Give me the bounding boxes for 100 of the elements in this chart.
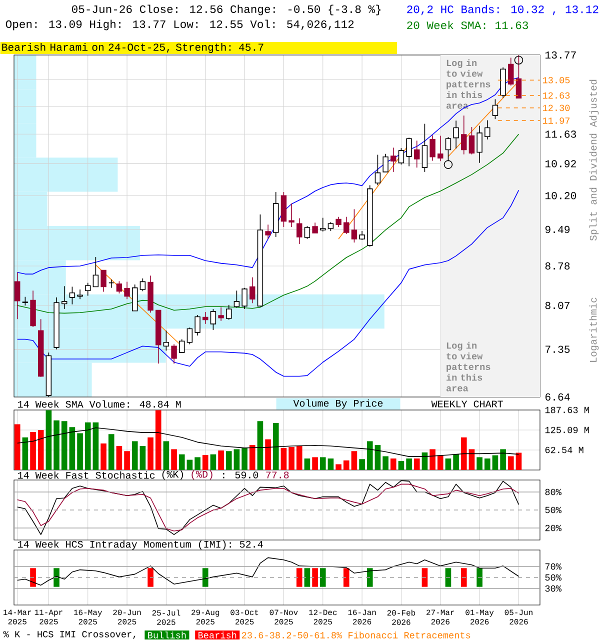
y-tick-label: 8.78 [545,262,570,270]
candlestick [116,280,122,294]
x-tick-label: 11-Apr 2025 [34,610,62,624]
bar [398,461,404,470]
y-tick-label: 11.63 [545,130,576,138]
candlestick [218,306,224,322]
bar [288,446,294,470]
candlestick [438,135,444,162]
bar [54,420,60,470]
x-tick-label: 29-Aug 2025 [192,610,220,624]
bar [226,451,232,470]
bar [484,458,490,470]
candlestick [288,203,294,228]
candlestick [226,304,232,320]
bar [249,445,256,470]
line-series [16,427,520,457]
bar [124,451,130,470]
candlestick [202,312,208,324]
x-tick-label: 05-Jun 2026 [504,610,532,624]
bar [210,454,216,470]
x-tick-label: 16-May 2025 [74,610,102,624]
bar [430,449,436,470]
chart-subtitle: Open: 13.09 High: 13.77 Low: 12.55 Vol: 54,026,112 [6,20,354,30]
y-tick-label: 10.20 [545,192,576,200]
text: 77.8 [266,472,289,478]
candlestick [171,344,177,364]
bar [382,456,388,470]
chart-title: 14 Week HCS Intraday Momentum (IMI): 52.4 [18,540,263,550]
text: WEEKLY CHART [431,400,503,408]
candlestick [234,290,240,308]
candlestick [179,338,185,353]
bar [508,456,514,470]
y-tick-label: 7.35 [546,346,570,353]
y-tick-label: 187.63 M [545,406,589,414]
candlestick [14,272,20,320]
annotation: Log in to view patterns in this area [446,342,490,392]
bar [304,458,310,470]
bar [186,460,193,470]
bar [453,454,459,470]
x-tick-label: 03-Oct 2025 [230,610,258,624]
candlestick [100,270,106,292]
candlestick [186,327,193,345]
text: 23.6-38.2-50-61.8% Fibonacci Retracements [242,632,470,638]
x-tick-label: 20-Feb 2026 [387,610,416,625]
bar [155,410,162,470]
x-tick-label: 25-Jul 2025 [152,610,180,625]
y-tick-label: 8.07 [545,302,570,310]
candlestick [374,154,381,186]
bar [22,437,28,470]
y-tick-label: 125.09 M [545,426,589,434]
bar [84,422,91,470]
bar [242,448,248,470]
bar [500,449,506,470]
x-tick-label: 07-Nov 2025 [270,610,298,624]
chart-title: 14 Week Fast Stochastic [18,471,155,479]
bar [437,455,444,470]
bar [163,441,170,470]
text: 20,2 HC Bands: 10.32 , 13.12 [407,4,598,16]
bar [374,445,381,470]
bar [234,449,240,470]
text: Bullish [148,632,186,638]
bar [116,446,122,470]
bar [61,421,68,470]
y-tick-label: 70% [545,563,562,570]
y-axis-title: Split and Dividend Adjusted [589,80,599,241]
candlestick [132,284,138,312]
candlestick [265,224,271,240]
bar [272,422,279,470]
x-tick-label: 12-Dec 2025 [309,610,337,624]
band-label: Log in to view patterns in this area [446,59,490,109]
candlestick [124,281,130,300]
ref-line-label: 13.05 [542,76,570,84]
bar [38,430,44,470]
y-tick-label: 80% [545,488,562,496]
bar [312,457,318,470]
bar [320,457,326,470]
y-tick-label: 50% [545,574,562,581]
text: % K - HCS IMI Crossover, [3,631,136,639]
candlestick [414,140,420,168]
candlestick [92,256,99,288]
bar [194,457,200,470]
candlestick [468,126,475,155]
ref-line-label: 12.30 [542,104,570,112]
candlestick [398,148,404,165]
text: : 59.0 [223,472,258,478]
bar [69,427,76,470]
bar [171,449,177,470]
candlestick [194,314,200,336]
x-tick-label: 14-Mar 2025 [4,610,32,624]
bar [328,458,334,470]
bar [366,441,373,470]
candlestick [163,330,170,352]
candlestick [484,120,490,140]
candlestick [85,282,91,296]
bar [265,439,271,470]
candlestick [351,208,358,243]
bar [414,458,420,470]
chart-title: 14 Week SMA Volume: 48.84 M [18,400,181,408]
candlestick [242,287,248,310]
bar [14,424,20,470]
